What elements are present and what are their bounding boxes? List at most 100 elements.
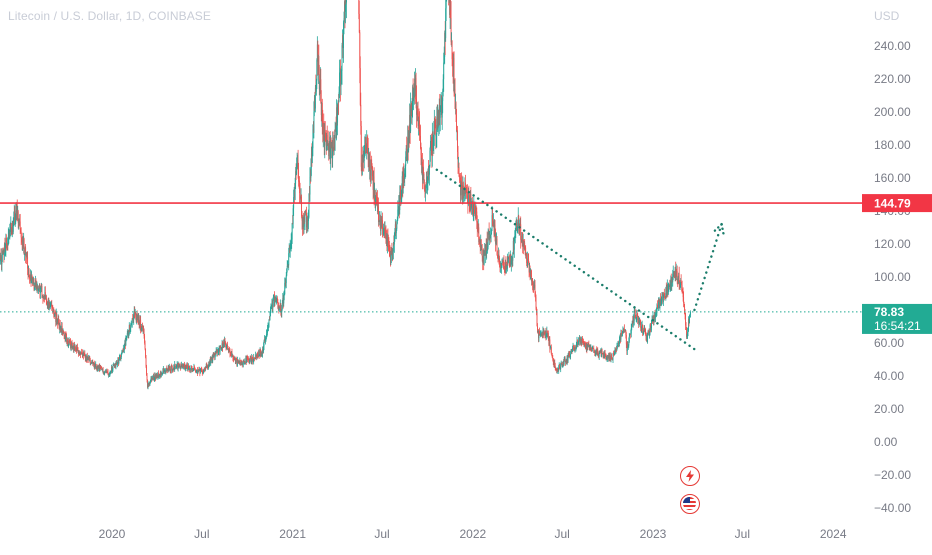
candle-body: [601, 351, 603, 354]
candle-body: [304, 215, 305, 222]
candle-body: [453, 58, 455, 77]
candle-body: [124, 341, 126, 348]
candle-body: [476, 211, 478, 223]
candle-body: [686, 328, 688, 338]
candle-body: [615, 348, 617, 353]
candle-body: [515, 228, 517, 232]
candle-body: [79, 353, 81, 355]
candle-body: [103, 372, 105, 374]
candle-body: [690, 311, 691, 315]
candle-body: [671, 278, 673, 282]
candle-body: [545, 334, 547, 338]
candle-body: [310, 153, 312, 168]
candles: [0, 0, 691, 390]
candle-body: [233, 359, 235, 361]
candle-body: [115, 363, 116, 367]
candle-body: [504, 270, 506, 272]
candle-body: [514, 231, 516, 236]
lightning-event-icon[interactable]: [680, 466, 700, 486]
candle-body: [286, 268, 288, 276]
candle-body: [238, 360, 240, 363]
candle-body: [547, 333, 549, 339]
candle-body: [139, 319, 141, 328]
candle-body: [451, 40, 453, 43]
candle-body: [415, 78, 417, 100]
candle-body: [453, 58, 455, 93]
candle-body: [373, 176, 375, 190]
candle-body: [360, 126, 362, 167]
candle-body: [553, 361, 555, 366]
y-tick-label: 40.00: [874, 369, 904, 383]
candle-body: [375, 197, 377, 203]
candle-body: [365, 150, 367, 153]
candle-body: [342, 35, 343, 46]
us-flag-icon[interactable]: [680, 494, 700, 514]
candle-body: [619, 335, 621, 340]
candle-body: [235, 359, 237, 363]
candle-body: [609, 354, 611, 359]
candle-body: [61, 325, 63, 331]
candle-body: [113, 364, 114, 366]
candle-body: [109, 373, 110, 375]
candle-body: [512, 240, 514, 253]
candle-body: [112, 369, 113, 371]
candle-body: [154, 375, 156, 380]
candle-body: [287, 265, 289, 266]
candle-body: [484, 250, 486, 255]
candle-body: [32, 283, 34, 284]
candle-body: [486, 238, 488, 251]
candle-body: [272, 295, 274, 301]
candle-body: [66, 340, 68, 343]
candle-body: [509, 255, 511, 267]
candle-body: [371, 159, 373, 166]
candle-body: [167, 369, 169, 372]
candle-body: [462, 189, 463, 195]
candle-body: [406, 148, 408, 155]
candle-body: [600, 351, 602, 357]
candle-body: [29, 278, 31, 281]
candle-body: [329, 136, 331, 159]
candle-body: [498, 254, 499, 259]
candle-body: [204, 370, 206, 372]
candle-body: [597, 349, 599, 353]
y-tick-label: 160.00: [874, 171, 911, 185]
candle-body: [473, 201, 475, 210]
candle-body: [12, 226, 14, 232]
candle-body: [55, 313, 57, 322]
candle-body: [109, 372, 111, 374]
candle-body: [151, 378, 153, 380]
candle-body: [389, 253, 391, 260]
candle-body: [685, 325, 687, 329]
candle-body: [157, 373, 159, 378]
candle-body: [626, 344, 628, 352]
candle-body: [25, 254, 27, 256]
candle-body: [673, 272, 675, 276]
candle-body: [665, 287, 667, 296]
candle-body: [262, 348, 264, 352]
candle-body: [582, 340, 584, 342]
candle-body: [433, 133, 435, 144]
candle-body: [474, 209, 476, 213]
candle-body: [495, 240, 497, 244]
candle-body: [661, 294, 663, 301]
candle-body: [477, 228, 479, 230]
candle-body: [330, 145, 332, 148]
candle-body: [426, 177, 428, 185]
candle-body: [650, 328, 652, 331]
candle-body: [71, 342, 72, 346]
candle-body: [283, 294, 285, 295]
candle-body: [103, 372, 105, 374]
x-tick-label: Jul: [374, 527, 389, 541]
candle-body: [640, 321, 642, 328]
candle-body: [204, 367, 206, 371]
candle-body: [481, 249, 483, 257]
candle-body: [324, 130, 326, 146]
candle-body: [13, 217, 15, 227]
candle-body: [1, 255, 3, 265]
candle-body: [232, 358, 234, 360]
candle-body: [499, 257, 500, 263]
candle-body: [508, 256, 510, 265]
candle-body: [308, 217, 309, 222]
